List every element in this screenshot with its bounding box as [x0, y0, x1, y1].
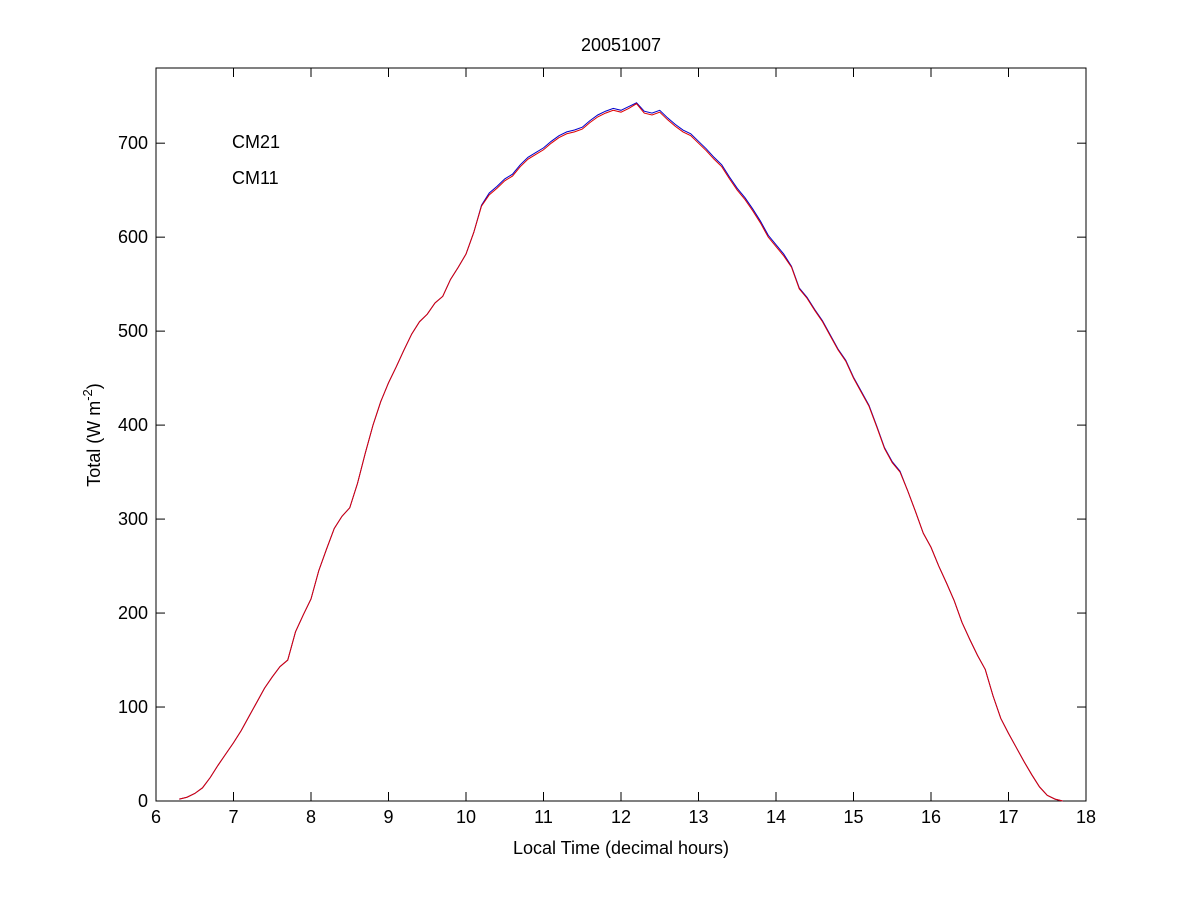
x-tick-label: 13 [688, 807, 708, 827]
y-tick-label: 300 [118, 509, 148, 529]
x-axis-label: Local Time (decimal hours) [513, 838, 729, 858]
legend-entry: CM11 [232, 168, 279, 188]
series-line [179, 103, 1063, 802]
y-tick-label: 400 [118, 415, 148, 435]
x-tick-label: 12 [611, 807, 631, 827]
x-tick-label: 6 [151, 807, 161, 827]
y-tick-label: 100 [118, 697, 148, 717]
y-tick-label: 700 [118, 133, 148, 153]
x-tick-label: 9 [383, 807, 393, 827]
y-axis-label-end: ) [84, 383, 104, 389]
y-tick-label: 600 [118, 227, 148, 247]
chart-title: 20051007 [581, 35, 661, 55]
x-tick-label: 18 [1076, 807, 1096, 827]
x-tick-label: 7 [228, 807, 238, 827]
y-axis-label-sup: -2 [80, 389, 95, 401]
x-tick-label: 8 [306, 807, 316, 827]
y-tick-label: 200 [118, 603, 148, 623]
y-tick-label: 500 [118, 321, 148, 341]
x-tick-label: 10 [456, 807, 476, 827]
x-tick-label: 14 [766, 807, 786, 827]
y-tick-label: 0 [138, 791, 148, 811]
x-tick-label: 16 [921, 807, 941, 827]
legend-entry: CM21 [232, 132, 280, 152]
y-axis-label: Total (W m-2) [80, 383, 104, 487]
x-tick-label: 17 [998, 807, 1018, 827]
x-tick-label: 15 [843, 807, 863, 827]
x-tick-label: 11 [534, 807, 553, 827]
y-axis-label-text: Total (W m [84, 401, 104, 487]
